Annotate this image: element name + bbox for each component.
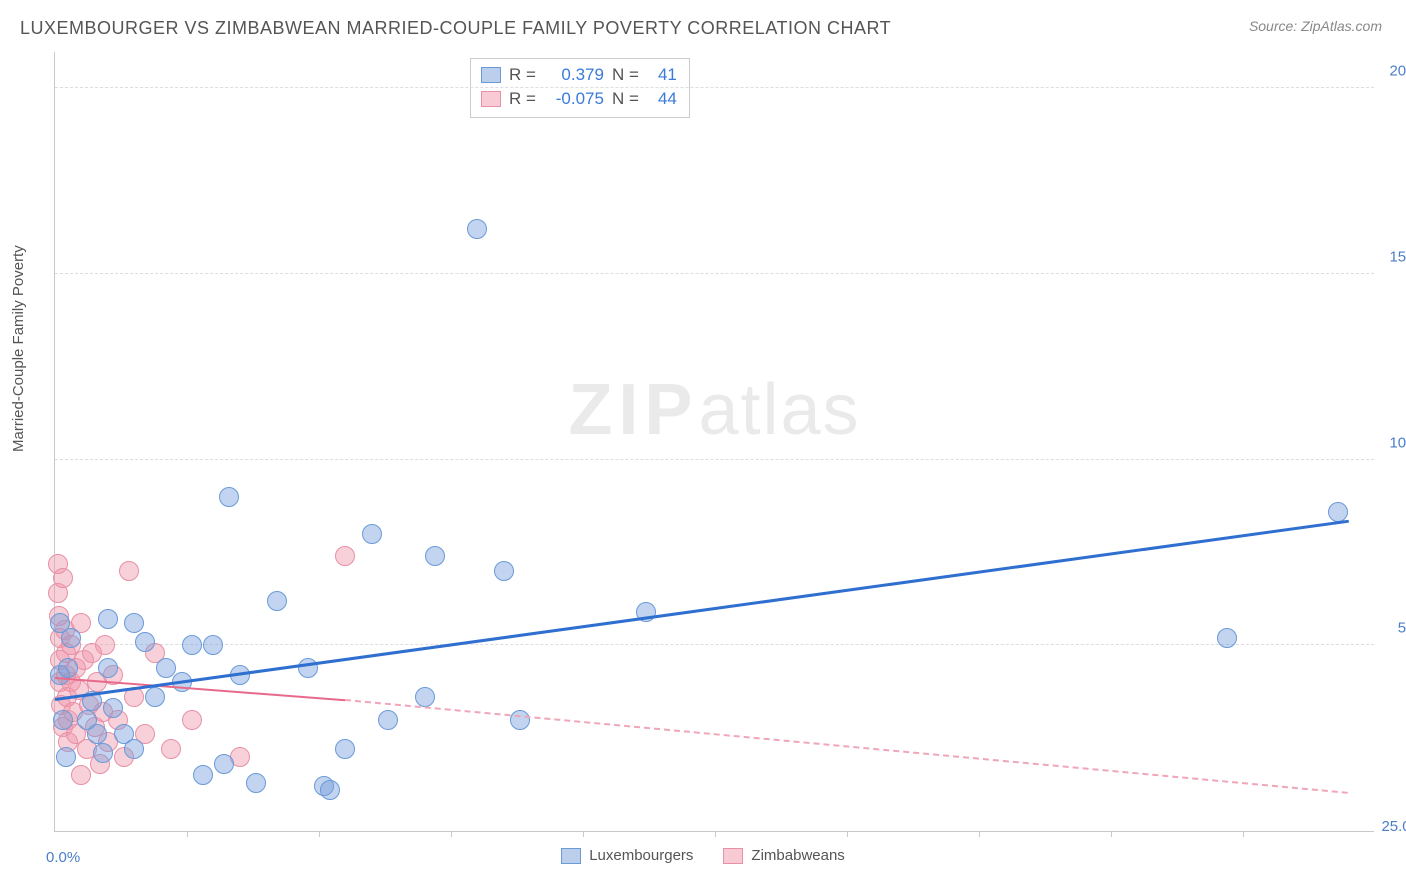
data-point-blue [103, 698, 123, 718]
data-point-blue [87, 724, 107, 744]
chart-header: LUXEMBOURGER VS ZIMBABWEAN MARRIED-COUPL… [0, 0, 1406, 47]
x-tick [583, 831, 584, 837]
legend-label-pink: Zimbabweans [751, 847, 844, 864]
y-tick-label: 20.0% [1389, 63, 1406, 80]
data-point-blue [214, 754, 234, 774]
data-point-blue [93, 743, 113, 763]
data-point-blue [53, 710, 73, 730]
legend-label-blue: Luxembourgers [589, 847, 693, 864]
data-point-blue [298, 658, 318, 678]
data-point-blue [378, 710, 398, 730]
x-tick [319, 831, 320, 837]
data-point-blue [56, 747, 76, 767]
trendline-pink-dashed [345, 699, 1348, 794]
data-point-blue [467, 219, 487, 239]
data-point-blue [1217, 628, 1237, 648]
y-tick-label: 15.0% [1389, 248, 1406, 265]
data-point-blue [335, 739, 355, 759]
data-point-blue [135, 632, 155, 652]
stat-r-pink: -0.075 [544, 87, 604, 111]
stat-n-pink: 44 [647, 87, 677, 111]
gridline [55, 459, 1374, 460]
data-point-blue [494, 561, 514, 581]
data-point-blue [124, 613, 144, 633]
gridline [55, 644, 1374, 645]
trendline-blue [55, 520, 1349, 701]
data-point-blue [98, 609, 118, 629]
swatch-pink-icon [481, 91, 501, 107]
data-point-blue [203, 635, 223, 655]
data-point-pink [335, 546, 355, 566]
legend-swatch-blue-icon [561, 848, 581, 864]
data-point-blue [58, 658, 78, 678]
legend-item-blue: Luxembourgers [561, 847, 693, 864]
chart-area: Married-Couple Family Poverty ZIPatlas R… [20, 52, 1386, 862]
data-point-blue [193, 765, 213, 785]
stat-n-label2: N = [612, 87, 639, 111]
data-point-blue [320, 780, 340, 800]
x-tick [1243, 831, 1244, 837]
watermark-zip: ZIP [568, 370, 698, 450]
data-point-blue [61, 628, 81, 648]
watermark-rest: atlas [698, 370, 860, 450]
legend-swatch-pink-icon [723, 848, 743, 864]
gridline [55, 273, 1374, 274]
data-point-blue [246, 773, 266, 793]
x-tick [979, 831, 980, 837]
stats-row-blue: R = 0.379 N = 41 [481, 63, 677, 87]
data-point-pink [182, 710, 202, 730]
stat-n-blue: 41 [647, 63, 677, 87]
y-tick-label: 5.0% [1398, 620, 1406, 637]
data-point-blue [219, 487, 239, 507]
watermark: ZIPatlas [568, 369, 860, 451]
x-max-label: 25.0% [1381, 818, 1406, 835]
data-point-blue [510, 710, 530, 730]
plot-region: ZIPatlas R = 0.379 N = 41 R = -0.075 N =… [54, 52, 1374, 832]
stat-r-label: R = [509, 63, 536, 87]
data-point-blue [124, 739, 144, 759]
chart-source: Source: ZipAtlas.com [1249, 18, 1382, 34]
x-tick [187, 831, 188, 837]
data-point-blue [156, 658, 176, 678]
data-point-pink [119, 561, 139, 581]
data-point-blue [182, 635, 202, 655]
x-tick [847, 831, 848, 837]
data-point-pink [71, 765, 91, 785]
stat-r-blue: 0.379 [544, 63, 604, 87]
data-point-blue [415, 687, 435, 707]
x-tick [451, 831, 452, 837]
stat-r-label2: R = [509, 87, 536, 111]
x-tick [1111, 831, 1112, 837]
data-point-pink [161, 739, 181, 759]
data-point-blue [425, 546, 445, 566]
y-tick-label: 10.0% [1389, 434, 1406, 451]
y-axis-label: Married-Couple Family Poverty [10, 245, 27, 452]
data-point-pink [53, 568, 73, 588]
gridline [55, 87, 1374, 88]
data-point-blue [362, 524, 382, 544]
data-point-blue [267, 591, 287, 611]
stats-row-pink: R = -0.075 N = 44 [481, 87, 677, 111]
data-point-blue [1328, 502, 1348, 522]
x-tick [715, 831, 716, 837]
swatch-blue-icon [481, 67, 501, 83]
chart-title: LUXEMBOURGER VS ZIMBABWEAN MARRIED-COUPL… [20, 18, 891, 39]
stat-n-label: N = [612, 63, 639, 87]
data-point-blue [145, 687, 165, 707]
bottom-legend: Luxembourgers Zimbabweans [20, 847, 1386, 864]
legend-item-pink: Zimbabweans [723, 847, 844, 864]
data-point-blue [98, 658, 118, 678]
data-point-pink [95, 635, 115, 655]
